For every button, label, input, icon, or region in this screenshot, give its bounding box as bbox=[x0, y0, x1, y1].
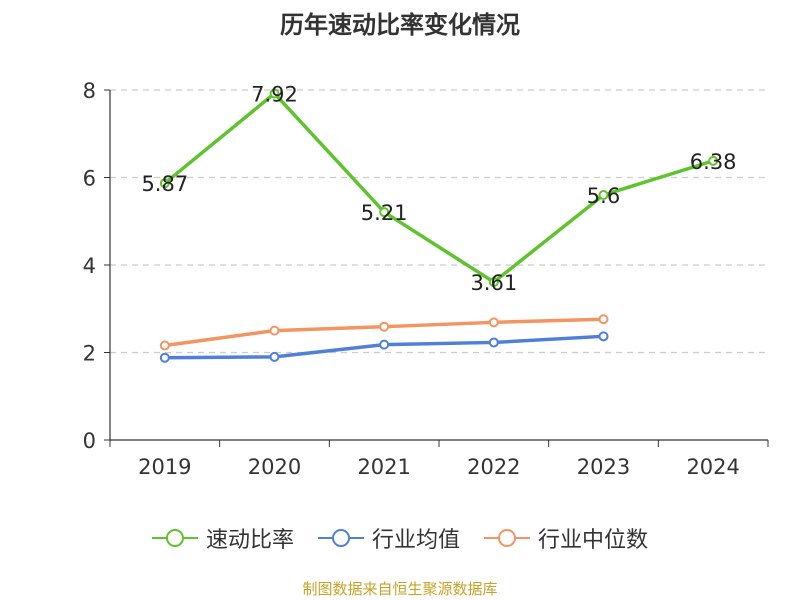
data-point bbox=[488, 317, 499, 328]
data-point bbox=[488, 337, 499, 348]
legend-swatch-quick-ratio bbox=[151, 529, 198, 547]
legend: 速动比率 行业均值 行业中位数 bbox=[0, 520, 800, 556]
data-point bbox=[159, 352, 170, 363]
legend-item-industry-mean[interactable]: 行业均值 bbox=[317, 522, 460, 554]
data-label: 5.6 bbox=[587, 184, 620, 208]
data-label: 5.87 bbox=[141, 172, 188, 196]
data-point bbox=[379, 207, 390, 218]
data-point bbox=[269, 351, 280, 362]
data-point bbox=[159, 178, 170, 189]
y-tick-label: 6 bbox=[83, 167, 96, 191]
data-point bbox=[598, 314, 609, 325]
data-point bbox=[269, 325, 280, 336]
data-point bbox=[598, 190, 609, 200]
chart-title: 历年速动比率变化情况 bbox=[280, 11, 520, 39]
x-tick-label: 2022 bbox=[467, 455, 520, 479]
legend-label-industry-mean: 行业均值 bbox=[371, 528, 460, 553]
data-label: 6.38 bbox=[690, 150, 737, 174]
y-tick-label: 8 bbox=[83, 79, 96, 103]
y-tick-label: 0 bbox=[83, 429, 96, 453]
y-tick-label: 2 bbox=[83, 342, 96, 366]
legend-label-industry-median: 行业中位数 bbox=[538, 528, 649, 553]
data-label: 3.61 bbox=[470, 271, 517, 295]
data-point bbox=[708, 155, 719, 166]
y-tick-label: 4 bbox=[83, 254, 96, 278]
legend-label-quick-ratio: 速动比率 bbox=[205, 528, 294, 553]
data-point bbox=[598, 331, 609, 342]
legend-item-industry-median[interactable]: 行业中位数 bbox=[484, 522, 648, 554]
legend-item-quick-ratio[interactable]: 速动比率 bbox=[151, 522, 294, 554]
data-point bbox=[379, 339, 390, 350]
series-line bbox=[163, 91, 714, 284]
x-tick-label: 2024 bbox=[686, 455, 739, 479]
data-point bbox=[159, 340, 170, 351]
data-point bbox=[379, 321, 390, 332]
x-tick-label: 2021 bbox=[357, 455, 410, 479]
data-point bbox=[269, 88, 280, 99]
legend-swatch-industry-median bbox=[484, 529, 530, 547]
x-tick-label: 2023 bbox=[577, 455, 630, 479]
legend-swatch-industry-mean bbox=[317, 529, 364, 547]
source-note: 制图数据来自恒生聚源数据库 bbox=[302, 580, 498, 598]
data-label: 7.92 bbox=[251, 83, 298, 107]
x-tick-label: 2020 bbox=[248, 455, 301, 479]
data-point bbox=[488, 277, 499, 288]
data-label: 5.21 bbox=[361, 201, 408, 225]
x-tick-label: 2019 bbox=[138, 455, 191, 479]
